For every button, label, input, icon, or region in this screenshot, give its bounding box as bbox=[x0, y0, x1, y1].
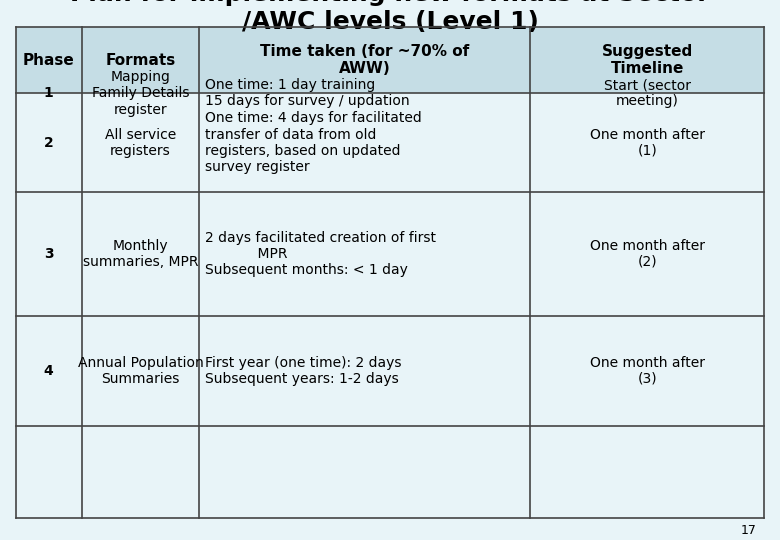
Text: First year (one time): 2 days
Subsequent years: 1-2 days: First year (one time): 2 days Subsequent… bbox=[205, 355, 402, 386]
Text: Suggested
Timeline: Suggested Timeline bbox=[602, 44, 693, 76]
Text: Monthly
summaries, MPR: Monthly summaries, MPR bbox=[83, 239, 198, 269]
Text: Plan for implementing new formats at Sector
/AWC levels (Level 1): Plan for implementing new formats at Sec… bbox=[70, 0, 710, 34]
Text: One month after
(2): One month after (2) bbox=[590, 239, 705, 269]
Text: 3: 3 bbox=[44, 247, 54, 261]
Text: One month after
(3): One month after (3) bbox=[590, 355, 705, 386]
Text: Annual Population
Summaries: Annual Population Summaries bbox=[77, 355, 204, 386]
Text: Mapping
Family Details
register: Mapping Family Details register bbox=[92, 70, 189, 117]
Text: One month after
(1): One month after (1) bbox=[590, 127, 705, 158]
Text: Start (sector
meeting): Start (sector meeting) bbox=[604, 78, 691, 109]
Text: 2 days facilitated creation of first
            MPR
Subsequent months: < 1 day: 2 days facilitated creation of first MPR… bbox=[205, 231, 436, 277]
Text: Formats: Formats bbox=[105, 53, 176, 68]
Text: All service
registers: All service registers bbox=[105, 127, 176, 158]
Text: One time: 1 day training
15 days for survey / updation: One time: 1 day training 15 days for sur… bbox=[205, 78, 410, 109]
Text: Phase: Phase bbox=[23, 53, 75, 68]
Text: Time taken (for ~70% of
AWW): Time taken (for ~70% of AWW) bbox=[260, 44, 470, 76]
Text: 4: 4 bbox=[44, 363, 54, 377]
Text: 2: 2 bbox=[44, 136, 54, 150]
Text: One time: 4 days for facilitated
transfer of data from old
registers, based on u: One time: 4 days for facilitated transfe… bbox=[205, 111, 422, 174]
Text: 17: 17 bbox=[741, 524, 757, 537]
Text: 1: 1 bbox=[44, 86, 54, 100]
